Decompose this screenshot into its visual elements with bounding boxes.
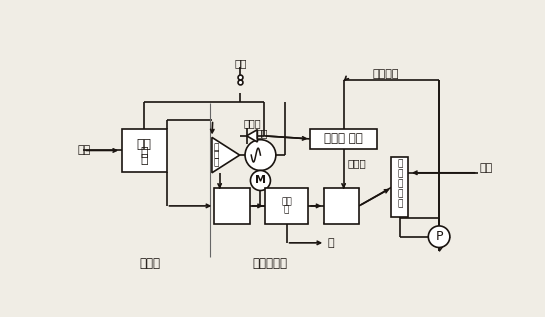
Text: 塩: 塩 [328, 238, 335, 248]
Circle shape [245, 140, 276, 171]
Text: 海水: 海水 [479, 163, 492, 173]
Text: 多重効用部: 多重効用部 [252, 257, 287, 270]
Text: 罐: 罐 [284, 205, 289, 214]
Text: デ: デ [397, 179, 403, 188]
Bar [391, 157, 408, 217]
Text: ホ゛: ホ゛ [137, 138, 152, 151]
Text: 買電: 買電 [234, 58, 247, 68]
Text: 発電: 発電 [256, 128, 268, 139]
Text: ビ: ビ [214, 158, 219, 167]
Bar [265, 188, 308, 223]
Text: かん水: かん水 [348, 158, 366, 168]
Text: ン: ン [397, 169, 403, 178]
Text: 発電部: 発電部 [140, 257, 161, 270]
Text: M: M [255, 176, 266, 185]
Bar [310, 129, 378, 149]
Circle shape [428, 226, 450, 248]
Text: P: P [435, 230, 443, 243]
Bar [214, 188, 250, 223]
Polygon shape [212, 137, 240, 173]
Text: 重油: 重油 [77, 146, 90, 155]
Text: サ: サ [397, 199, 403, 208]
Text: イ: イ [141, 146, 148, 158]
Text: ー: ー [214, 151, 219, 159]
Text: イオン 装置: イオン 装置 [324, 133, 363, 146]
Polygon shape [246, 130, 257, 142]
Text: ン: ン [397, 189, 403, 198]
Text: コ: コ [397, 159, 403, 168]
Text: 真空: 真空 [281, 197, 292, 207]
Bar [122, 129, 167, 172]
Text: タ: タ [214, 143, 219, 152]
Bar [324, 188, 359, 223]
Text: 原料海水: 原料海水 [373, 69, 399, 79]
Circle shape [251, 171, 270, 191]
Text: ラ: ラ [141, 153, 148, 166]
Text: 整流器: 整流器 [243, 118, 261, 128]
